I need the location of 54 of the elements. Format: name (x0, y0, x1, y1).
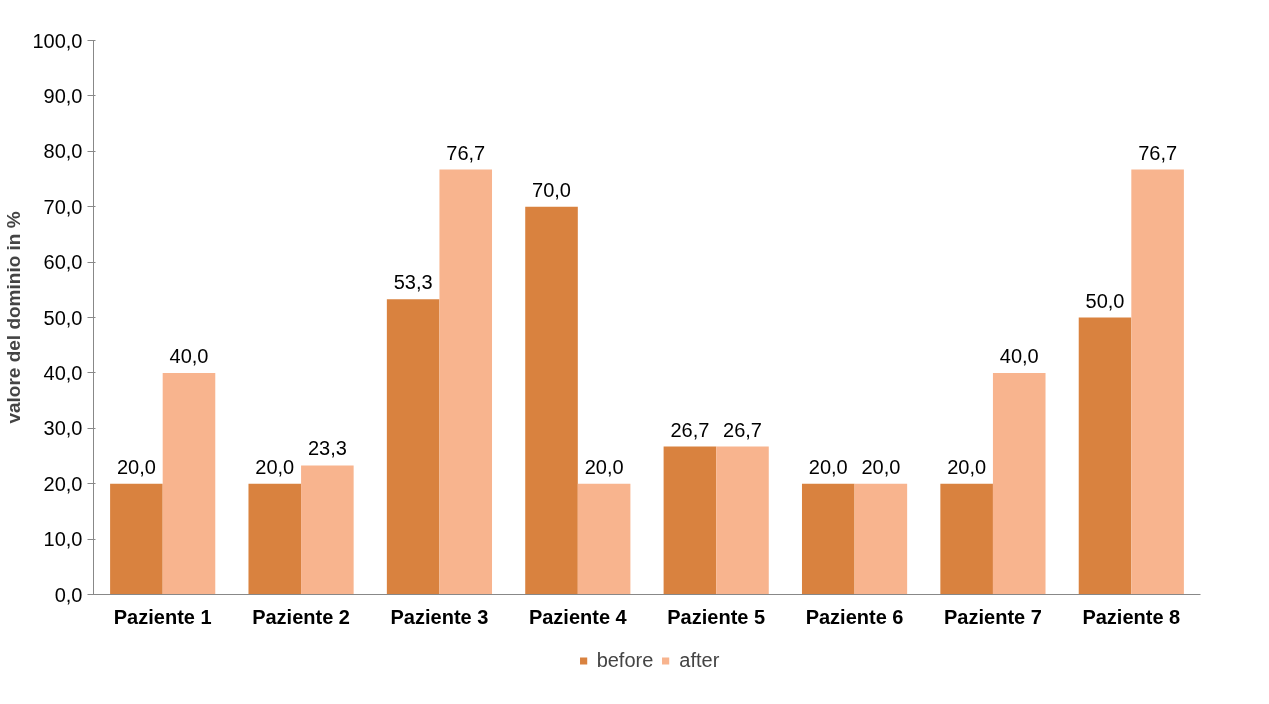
y-tick-label: 10,0 (43, 528, 83, 551)
data-label: 20,0 (861, 455, 901, 478)
data-label: 76,7 (446, 141, 486, 164)
bar (940, 483, 993, 595)
x-tick-label: Paziente 3 (390, 605, 489, 628)
x-tick-label: Paziente 6 (805, 605, 904, 628)
data-label: 70,0 (532, 178, 571, 201)
legend-label: after (679, 648, 720, 672)
bar (801, 483, 855, 595)
bar (663, 446, 717, 595)
y-tick-label: 40,0 (43, 361, 83, 384)
data-label: 20,0 (947, 455, 987, 478)
data-label: 40,0 (999, 344, 1039, 367)
data-label: 20,0 (584, 455, 624, 478)
y-tick-label: 70,0 (43, 195, 83, 218)
bar (854, 483, 908, 595)
data-label: 40,0 (169, 344, 209, 367)
data-label: 53,3 (393, 271, 433, 294)
x-tick-label: Paziente 2 (252, 605, 350, 628)
y-tick-label: 100,0 (32, 29, 83, 52)
y-tick-label: 30,0 (43, 417, 83, 440)
bar (439, 169, 493, 595)
bar (992, 372, 1046, 595)
legend-label: before (596, 648, 654, 672)
bar (301, 465, 354, 595)
y-tick-label: 20,0 (43, 472, 83, 495)
y-tick-label: 0,0 (54, 583, 83, 606)
bar (716, 446, 769, 595)
bar (162, 372, 216, 595)
data-label: 76,7 (1138, 141, 1178, 164)
bar (1131, 169, 1184, 595)
bar (1078, 317, 1132, 595)
y-axis-title: valore del dominio in % (3, 211, 25, 424)
x-tick-label: Paziente 5 (667, 605, 766, 628)
bar (577, 483, 631, 595)
bar (248, 483, 302, 595)
data-label: 26,7 (723, 418, 762, 441)
x-tick-label: Paziente 7 (944, 605, 1042, 628)
x-tick-label: Paziente 1 (113, 605, 212, 628)
data-label: 20,0 (808, 455, 848, 478)
data-label: 50,0 (1085, 289, 1125, 312)
y-tick-label: 80,0 (43, 140, 83, 163)
x-tick-label: Paziente 4 (528, 605, 628, 628)
x-tick-label: Paziente 8 (1082, 605, 1181, 628)
bar (386, 299, 440, 595)
y-tick-label: 90,0 (43, 84, 83, 107)
bar (110, 483, 163, 595)
data-label: 23,3 (307, 437, 347, 460)
data-label: 20,0 (116, 455, 156, 478)
data-label: 26,7 (670, 418, 710, 441)
y-tick-label: 60,0 (43, 251, 83, 274)
y-tick-label: 50,0 (43, 306, 83, 329)
data-label: 20,0 (255, 455, 295, 478)
bar (525, 206, 578, 595)
